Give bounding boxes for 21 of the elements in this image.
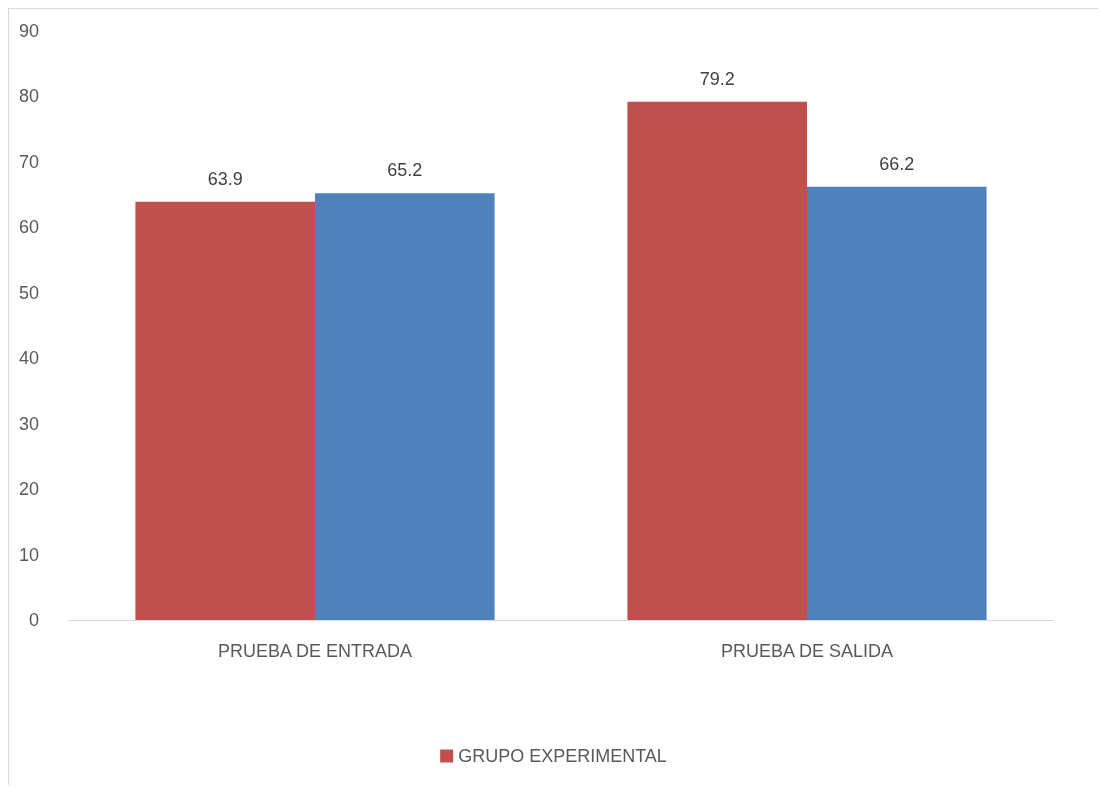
y-tick-label: 90: [18, 21, 39, 41]
y-tick-label: 60: [18, 217, 39, 238]
y-tick-label: 20: [18, 479, 39, 500]
y-tick-label: 50: [18, 282, 39, 303]
legend-label: GRUPO EXPERIMENTAL: [458, 746, 667, 766]
y-tick-label: 0: [28, 610, 39, 630]
x-tick-label: PRUEBA DE SALIDA: [720, 641, 894, 661]
x-tick-label: PRUEBA DE ENTRADA: [217, 641, 413, 661]
data-label: 79.2: [699, 68, 735, 89]
bar: [807, 186, 987, 620]
y-tick-label: 80: [18, 86, 39, 107]
y-tick-label: 70: [18, 151, 39, 172]
y-tick-label: 10: [18, 544, 39, 565]
data-label: 65.2: [387, 160, 423, 181]
data-label: 66.2: [879, 153, 915, 174]
bar: [627, 101, 807, 620]
y-tick-label: 40: [18, 348, 39, 369]
y-tick-label: 30: [18, 413, 39, 434]
bar: [135, 201, 315, 620]
data-label: 63.9: [207, 168, 243, 189]
bar: [315, 193, 495, 620]
